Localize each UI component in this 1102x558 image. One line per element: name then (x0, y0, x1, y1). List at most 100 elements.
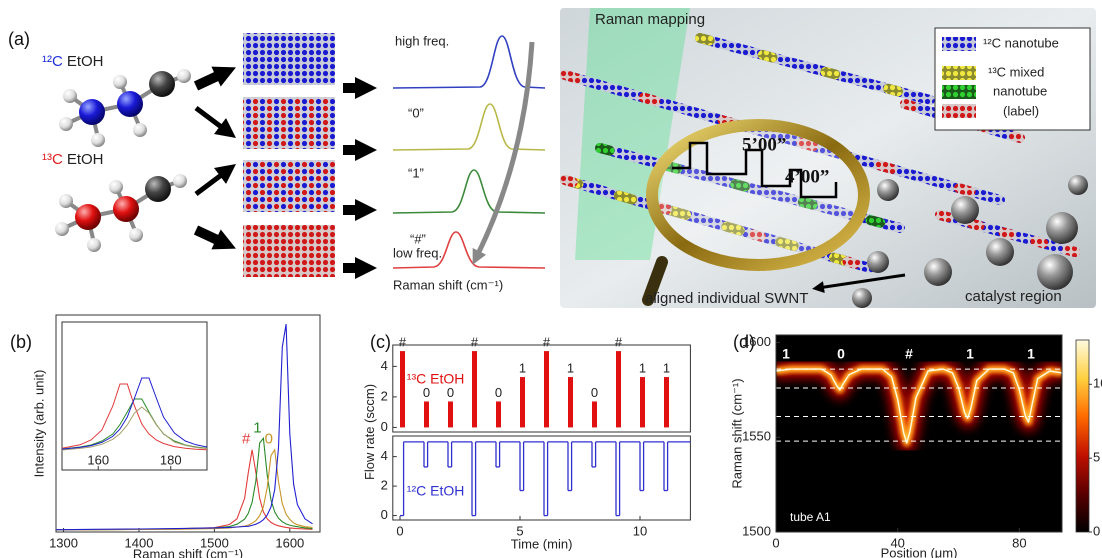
heatmap (776, 358, 1062, 454)
circle-shape (63, 89, 77, 103)
circle-shape (149, 71, 175, 97)
molecule-12c (59, 69, 191, 147)
y-tick-label: 1550 (742, 429, 771, 444)
line-shape (560, 175, 875, 273)
line-shape (194, 106, 236, 138)
circle-shape (117, 91, 143, 117)
bar-label: 0 (423, 385, 430, 400)
plot-frame (392, 344, 691, 433)
peak-label: 0 (265, 431, 273, 448)
circle-shape (986, 238, 1014, 266)
x-axis-label: Raman shift (cm⁻¹) (133, 546, 243, 558)
bar-label: 0 (495, 385, 502, 400)
circle-shape (1068, 175, 1088, 195)
line-shape (812, 273, 906, 294)
colorbar (1075, 339, 1090, 533)
legend-text: nanotube (993, 83, 1047, 98)
y-axis-label: Intensity (arb. unit) (31, 370, 46, 478)
plot-frame (61, 321, 208, 471)
tube-tag: tube A1 (790, 510, 831, 524)
circle-shape (951, 196, 979, 224)
bar (592, 401, 597, 428)
x-axis-label: Time (min) (511, 536, 573, 551)
circle-shape (924, 258, 952, 286)
bar (400, 351, 405, 428)
scene-title: Raman mapping (595, 11, 705, 28)
series-line (61, 383, 208, 451)
panel-label: (d) (733, 332, 755, 352)
bar-label: # (615, 335, 623, 350)
x-axis-label: Position (μm) (881, 545, 958, 558)
x-tick-label: 0 (772, 535, 779, 550)
line-shape (935, 210, 1080, 257)
circle-shape (113, 196, 139, 222)
panel-label: (b) (10, 332, 32, 352)
series-line (61, 406, 208, 451)
x-tick-label: 0 (396, 523, 403, 538)
line-shape (193, 66, 236, 91)
spectrum-label: high freq. (395, 33, 449, 48)
path-shape (672, 141, 838, 199)
circle-shape (129, 228, 143, 242)
series-name: ¹²C EtOH (407, 483, 465, 499)
circle-shape (113, 75, 127, 89)
series-line (61, 377, 208, 450)
y-tick-label: 2 (381, 388, 388, 403)
legend-text: ¹²C nanotube (983, 35, 1059, 50)
x-tick-label: 40 (890, 535, 904, 550)
x-tick-label: 1300 (49, 535, 78, 550)
y-tick-label: 1600 (742, 334, 771, 349)
path-shape (392, 169, 546, 214)
series-line (56, 324, 313, 531)
bar-label: 1 (639, 360, 646, 375)
line-shape (695, 33, 935, 105)
isotope: ¹³C (42, 151, 63, 168)
path-shape (392, 103, 546, 151)
series-line (61, 398, 208, 450)
line-shape (642, 256, 668, 306)
peak-label: # (242, 431, 251, 448)
path-shape (472, 41, 535, 265)
circle-shape (145, 176, 171, 202)
rect-shape (942, 85, 976, 99)
path-shape (392, 35, 546, 89)
bar-label: # (399, 335, 407, 350)
y-tick-label: 1500 (742, 523, 771, 538)
circle-shape (867, 251, 889, 273)
precursor-label: ¹³C EtOH (42, 151, 104, 168)
colorbar-tick-label: 0 (1093, 523, 1100, 538)
rect-shape (942, 104, 976, 118)
y-tick-label: 2 (381, 478, 388, 493)
spectrum-axis-label: Raman shift (cm⁻¹) (393, 277, 503, 292)
x-tick-label: 160 (87, 452, 109, 467)
caption: aligned individual SWNT (645, 290, 808, 307)
rect-shape (243, 160, 335, 212)
line-shape (560, 70, 1005, 205)
rect-shape (243, 97, 335, 149)
circle-shape (173, 174, 187, 188)
peak-trace (776, 368, 1062, 444)
bar (520, 377, 525, 428)
spectrum-label: “0” (408, 105, 424, 120)
rect-shape (243, 33, 335, 85)
scene-legend: ¹²C nanotube ¹³C mixed nanotube (label) (934, 27, 1091, 131)
bar (448, 401, 453, 428)
circle-shape (877, 179, 899, 201)
bar (664, 377, 669, 428)
x-tick-label: 5 (516, 523, 523, 538)
rect-shape (942, 66, 976, 80)
x-tick-label: 180 (160, 452, 182, 467)
panel-label: (c) (370, 332, 391, 352)
plot-frame (55, 314, 321, 533)
polygon-shape (575, 8, 690, 260)
caption: catalyst region (965, 288, 1062, 305)
y-tick-label: 0 (381, 419, 388, 434)
plot-frame (392, 435, 691, 521)
arrows (193, 66, 378, 280)
rect-shape (942, 37, 976, 51)
circle-shape (1046, 212, 1078, 244)
spectrum-label: low freq. (393, 245, 442, 260)
bar (640, 377, 645, 428)
